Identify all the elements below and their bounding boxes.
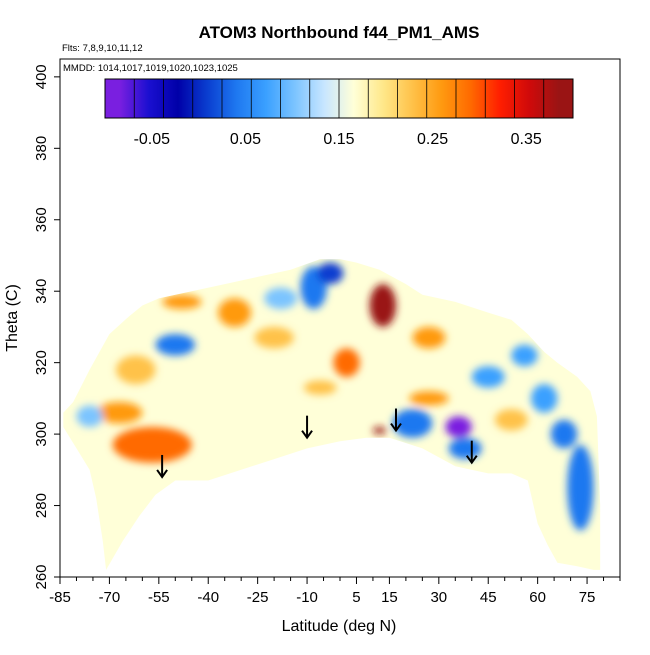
x-tick-label: 45 (480, 589, 497, 606)
heatmap-feature (567, 444, 594, 531)
heatmap-feature (162, 294, 202, 310)
x-tick-label: 30 (430, 589, 447, 606)
y-axis: 260 280 300 320 340 360 380 400 (33, 64, 60, 590)
heatmap-feature (218, 298, 252, 327)
heatmap-feature (254, 326, 294, 349)
dates-note: MMDD: 1014,1017,1019,1020,1023,1025 (63, 63, 238, 74)
x-tick-label: 5 (352, 589, 360, 606)
x-tick-label: -10 (296, 589, 318, 606)
heatmap-feature (116, 355, 156, 385)
arrow-marker (390, 408, 402, 433)
flights-note: Flts: 7,8,9,10,11,12 (62, 43, 143, 54)
heatmap-feature (471, 366, 505, 388)
y-tick-label: 320 (33, 350, 50, 375)
x-tick-label: 75 (579, 589, 596, 606)
heatmap-feature (264, 287, 298, 310)
colorbar-tick-label: 0.15 (323, 131, 354, 148)
heatmap-feature (76, 405, 103, 427)
colorbar-tick-label: 0.35 (511, 131, 542, 148)
heatmap-feature (392, 409, 433, 438)
heatmap-feature (96, 401, 143, 424)
y-tick-label: 260 (33, 564, 50, 589)
y-tick-label: 300 (33, 422, 50, 447)
y-tick-label: 280 (33, 493, 50, 518)
x-axis: -85 -70 -55 -40 -25 -10 5 15 30 45 60 75 (49, 577, 621, 606)
x-tick-label: -85 (49, 589, 71, 606)
heatmap-feature (531, 384, 558, 413)
colorbar: -0.05 0.05 0.15 0.25 0.35 (104, 78, 574, 148)
heatmap-feature (372, 426, 387, 435)
x-axis-label: Latitude (deg N) (282, 618, 397, 635)
heatmap-feature (303, 380, 337, 395)
heatmap-feature (412, 326, 446, 349)
colorbar-tick-label: -0.05 (134, 131, 171, 148)
x-tick-label: -70 (99, 589, 121, 606)
x-tick-label: -25 (247, 589, 269, 606)
y-tick-label: 400 (33, 64, 50, 89)
x-tick-label: 15 (381, 589, 398, 606)
chart-title: ATOM3 Northbound f44_PM1_AMS (199, 23, 480, 42)
arrow-marker (301, 415, 313, 440)
y-tick-label: 380 (33, 136, 50, 161)
y-tick-label: 340 (33, 279, 50, 304)
heatmap-feature (494, 409, 528, 431)
x-tick-label: 60 (529, 589, 546, 606)
heatmap-feature (448, 437, 482, 460)
arrow-marker (465, 440, 478, 465)
heatmap-feature (550, 419, 578, 449)
colorbar-tick-label: 0.25 (417, 131, 448, 148)
heatmap-feature (333, 348, 360, 377)
arrow-layer (156, 408, 478, 479)
heatmap-feature (369, 284, 396, 327)
arrow-marker (156, 454, 168, 479)
y-axis-label: Theta (C) (4, 284, 21, 352)
x-tick-label: -40 (197, 589, 219, 606)
heatmap-feature (409, 391, 449, 406)
x-tick-label: -55 (148, 589, 170, 606)
colorbar-tick-label: 0.05 (230, 131, 261, 148)
heatmap-feature (155, 334, 196, 356)
heatmap-features (76, 262, 594, 531)
y-tick-label: 360 (33, 207, 50, 232)
heatmap-feature (445, 416, 472, 438)
heatmap-feature (112, 426, 192, 463)
heatmap-feature (316, 262, 344, 285)
heatmap-feature (511, 344, 538, 367)
colorbar-frame (104, 78, 574, 119)
